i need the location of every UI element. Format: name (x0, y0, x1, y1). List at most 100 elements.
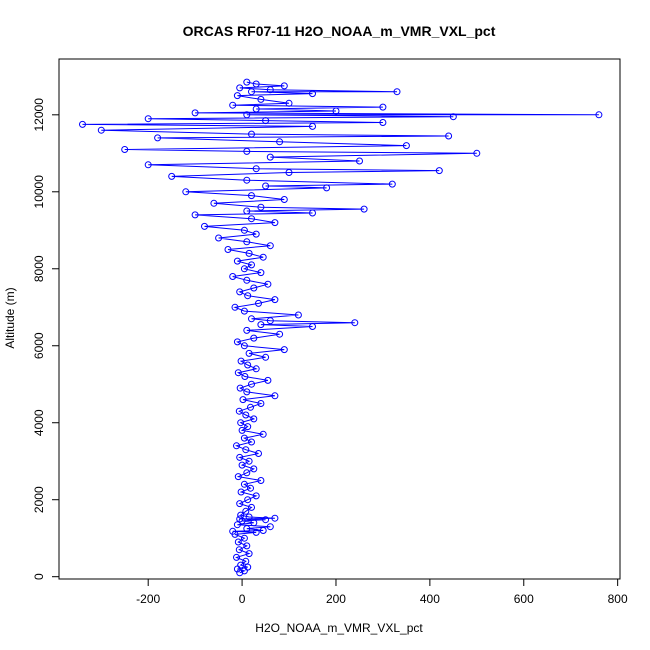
data-point (238, 426, 246, 434)
data-point (229, 527, 237, 535)
data-point (237, 419, 245, 427)
data-point (332, 107, 340, 115)
data-point (229, 101, 237, 109)
data-point (236, 515, 244, 523)
data-point (262, 516, 270, 524)
data-point (79, 120, 86, 128)
data-point (144, 161, 152, 169)
data-point (271, 392, 279, 400)
data-point (294, 311, 302, 319)
y-tick-label: 2000 (32, 486, 46, 513)
data-point (248, 438, 255, 446)
data-point (237, 561, 245, 569)
y-axis-label: Altitude (m) (3, 287, 17, 348)
data-point (244, 361, 252, 369)
chart-title: ORCAS RF07-11 H2O_NOAA_m_VMR_VXL_pct (183, 23, 496, 39)
data-point (266, 317, 274, 325)
data-point (250, 284, 258, 292)
data-point (191, 109, 199, 117)
data-point (276, 138, 284, 146)
x-tick-label: 600 (514, 592, 534, 606)
data-point (243, 238, 251, 246)
data-point (247, 403, 254, 411)
data-point (271, 514, 279, 522)
data-point (473, 149, 481, 157)
data-point (236, 84, 244, 92)
data-point (257, 269, 265, 277)
data-point (309, 90, 316, 98)
x-tick-label: -200 (136, 592, 160, 606)
data-point (237, 488, 245, 496)
data-point (248, 261, 255, 269)
data-point (250, 415, 258, 423)
data-point (266, 153, 274, 161)
data-point (234, 369, 242, 377)
data-point (244, 496, 252, 504)
data-point (262, 117, 270, 125)
data-point (121, 146, 129, 153)
data-point (356, 157, 363, 165)
data-point (309, 323, 316, 330)
data-point (250, 334, 258, 342)
x-axis-label: H2O_NOAA_m_VMR_VXL_pct (255, 621, 423, 635)
data-point (309, 209, 316, 217)
data-point (245, 550, 253, 558)
y-tick-label: 4000 (32, 409, 46, 436)
x-tick-label: 400 (420, 592, 440, 606)
data-point (240, 265, 248, 273)
data-point (240, 307, 248, 315)
data-point (252, 365, 260, 373)
data-point (242, 411, 250, 419)
data-point (351, 319, 359, 327)
data-point (242, 446, 250, 454)
data-point (235, 407, 243, 415)
data-point (248, 192, 255, 200)
data-point (252, 80, 260, 88)
y-tick-label: 6000 (32, 332, 46, 359)
data-point (235, 546, 243, 554)
data-point (262, 353, 270, 361)
data-point (248, 380, 255, 388)
data-point (242, 557, 250, 565)
data-point (388, 180, 396, 188)
data-point (259, 527, 267, 534)
data-point (245, 249, 253, 257)
data-point (144, 115, 152, 123)
data-point (252, 105, 260, 113)
data-point (259, 253, 267, 261)
data-point (248, 315, 255, 323)
data-point (182, 188, 190, 196)
y-tick-label: 8000 (32, 255, 46, 282)
data-point (257, 477, 265, 484)
data-point (224, 246, 232, 253)
data-point (250, 519, 258, 527)
data-point (248, 88, 255, 96)
data-point (234, 538, 242, 546)
data-point (191, 211, 199, 219)
data-point (234, 473, 242, 481)
data-point (285, 99, 293, 107)
data-point (271, 219, 279, 227)
data-point (244, 423, 252, 431)
data-point (257, 400, 265, 407)
data-point (250, 465, 258, 473)
data-point (309, 122, 316, 130)
data-point (449, 113, 457, 121)
x-tick-label: 200 (326, 592, 346, 606)
data-point (233, 257, 241, 265)
data-point (239, 396, 247, 404)
data-point (252, 165, 260, 173)
data-point (237, 511, 245, 519)
data-point (231, 303, 239, 311)
data-point (248, 503, 255, 511)
data-point (243, 525, 251, 533)
data-point (154, 134, 162, 142)
data-layer (79, 78, 603, 577)
data-point (233, 442, 240, 450)
data-point (252, 492, 260, 500)
data-point (210, 199, 218, 207)
data-point (233, 338, 241, 346)
data-point (255, 450, 262, 457)
data-point (229, 273, 237, 280)
